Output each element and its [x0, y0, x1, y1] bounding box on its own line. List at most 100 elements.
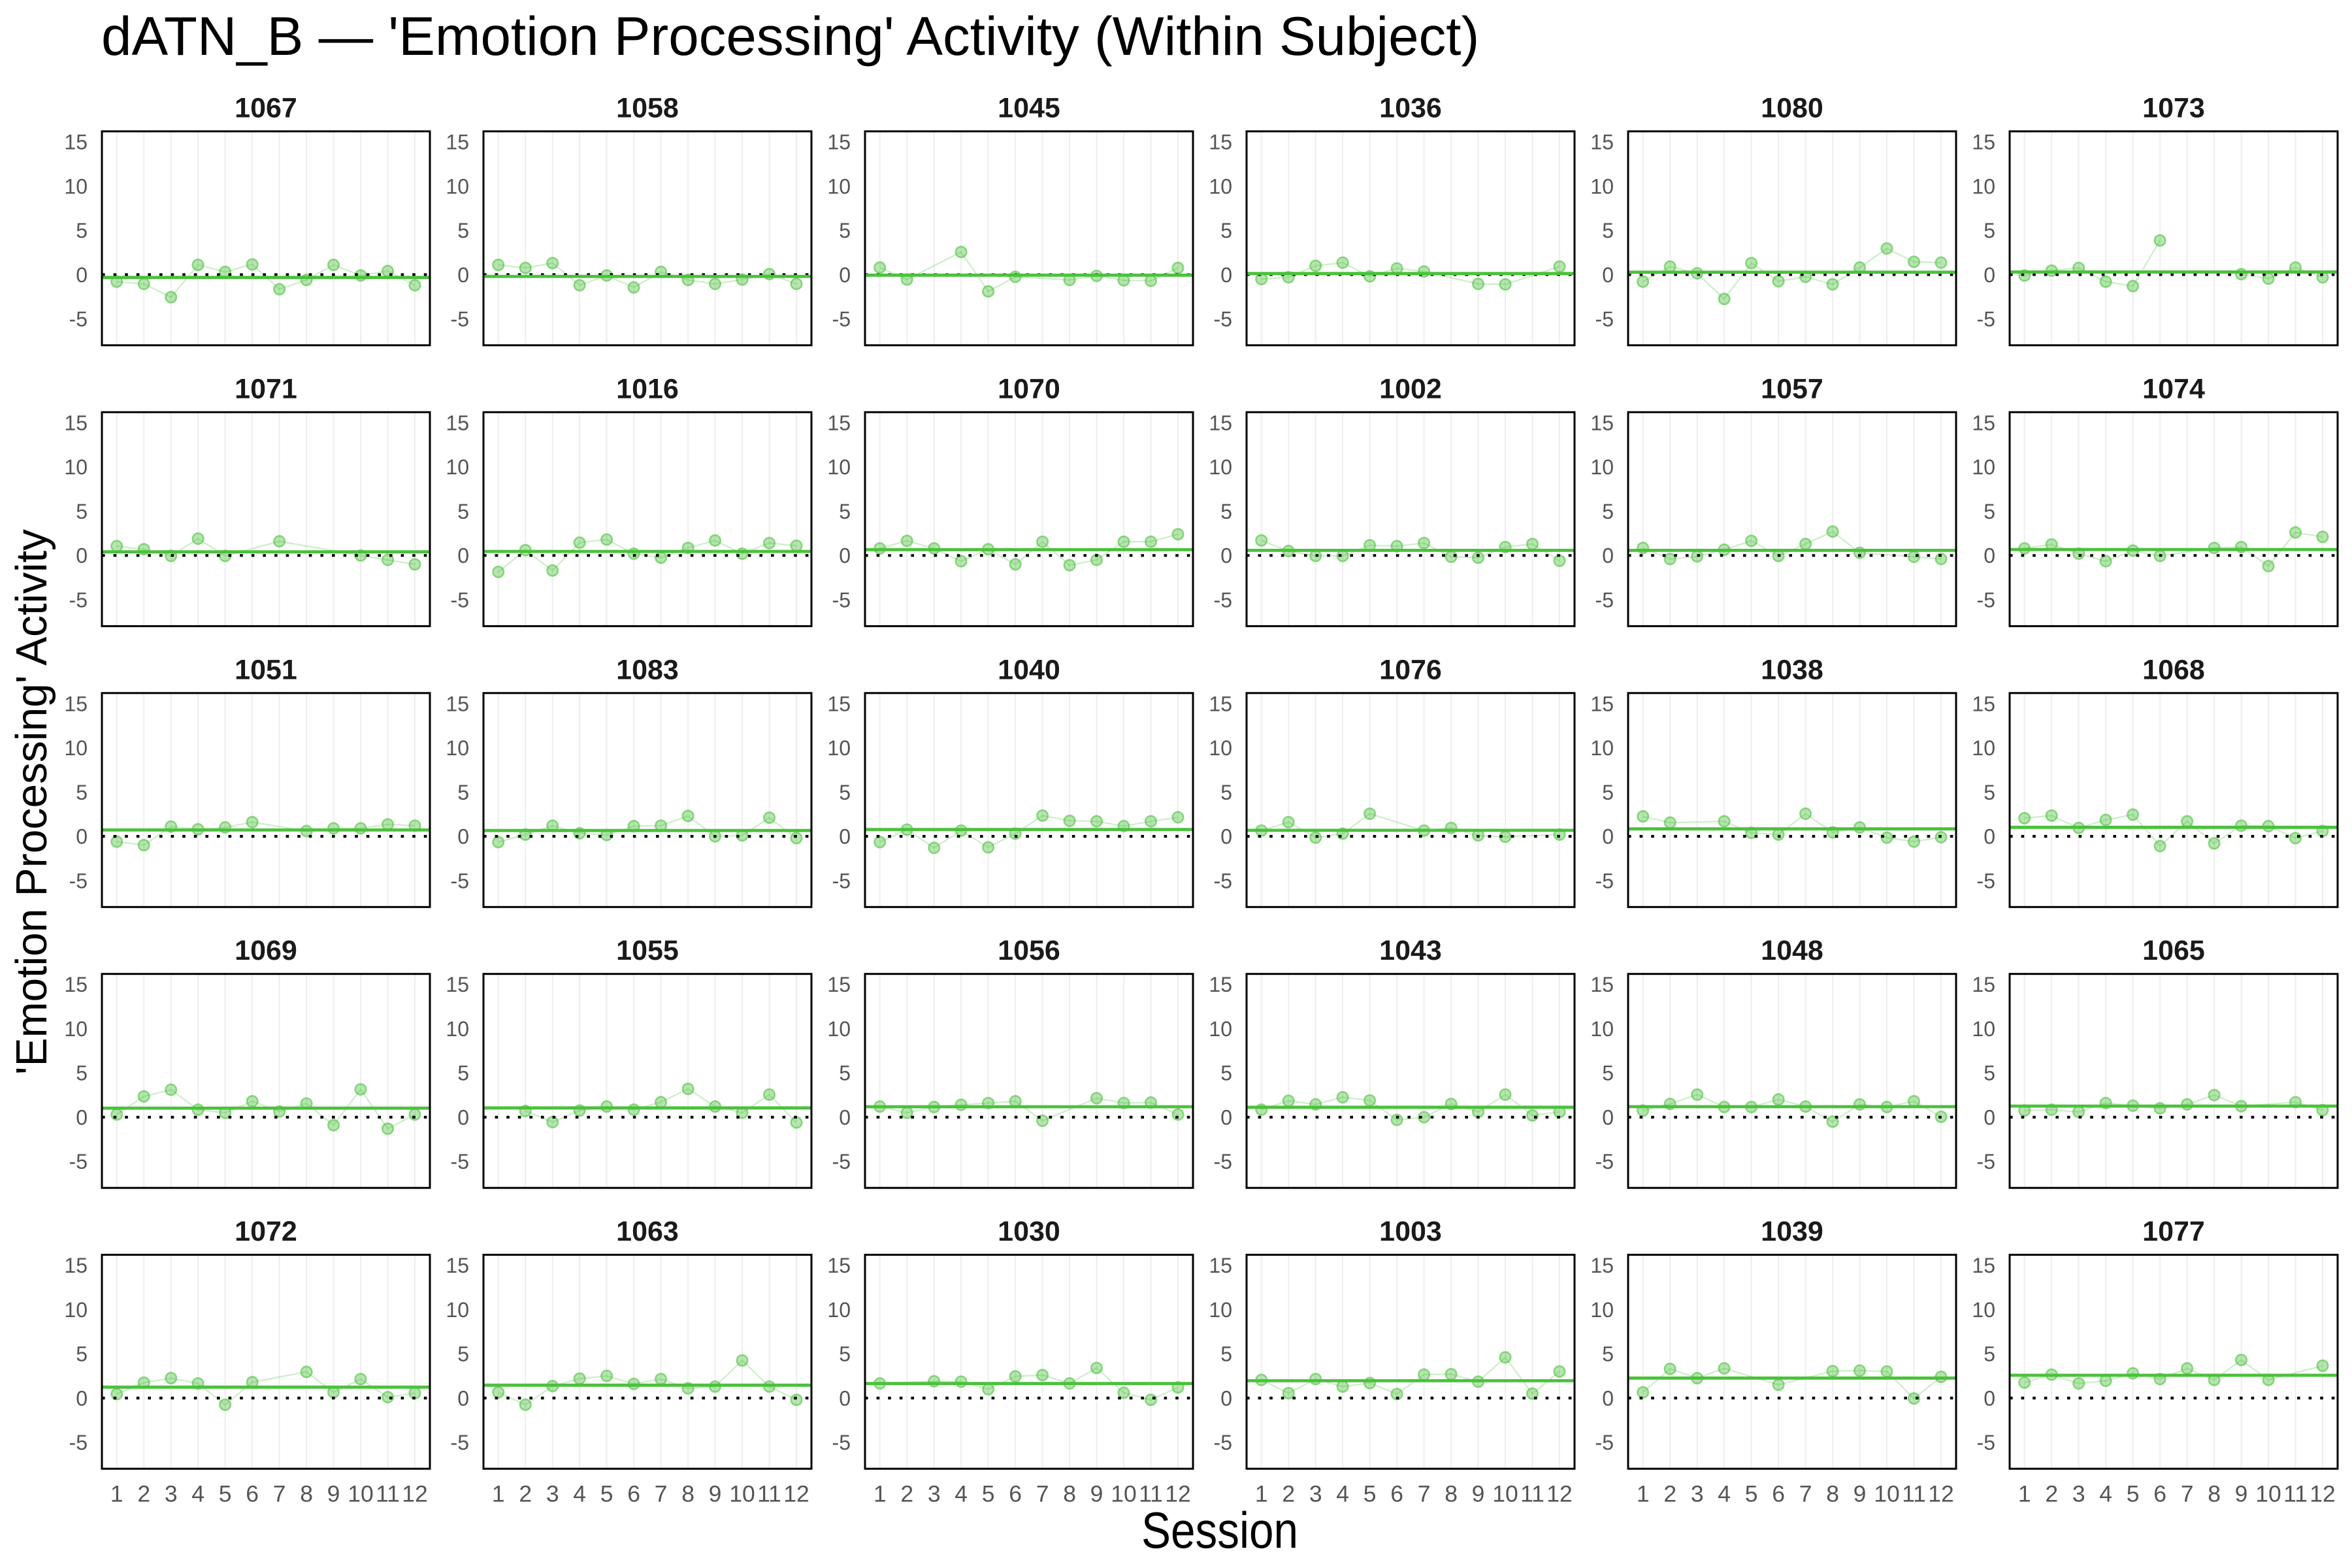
- svg-text:0: 0: [1220, 825, 1232, 849]
- svg-text:0: 0: [76, 825, 88, 849]
- svg-text:1003: 1003: [1379, 1216, 1442, 1247]
- svg-text:-5: -5: [1214, 1150, 1232, 1173]
- svg-text:0: 0: [1984, 544, 1995, 568]
- svg-text:15: 15: [446, 412, 469, 435]
- svg-text:-5: -5: [69, 1150, 88, 1173]
- svg-text:8: 8: [681, 1481, 694, 1507]
- svg-text:15: 15: [1590, 973, 1614, 996]
- svg-text:10: 10: [1972, 1298, 1995, 1322]
- svg-text:5: 5: [2127, 1481, 2140, 1507]
- svg-text:15: 15: [827, 692, 851, 715]
- svg-text:-5: -5: [832, 869, 851, 892]
- svg-text:5: 5: [76, 219, 88, 242]
- svg-text:11: 11: [1520, 1481, 1544, 1507]
- svg-text:10: 10: [1874, 1481, 1900, 1507]
- svg-text:12: 12: [2310, 1481, 2336, 1507]
- svg-text:10: 10: [1590, 1017, 1614, 1041]
- svg-text:9: 9: [1472, 1481, 1485, 1507]
- svg-text:10: 10: [1492, 1481, 1518, 1507]
- svg-text:0: 0: [76, 1106, 88, 1130]
- svg-text:3: 3: [1691, 1481, 1704, 1507]
- svg-text:4: 4: [1718, 1481, 1731, 1507]
- svg-text:0: 0: [839, 263, 851, 287]
- svg-text:5: 5: [457, 781, 469, 804]
- svg-text:0: 0: [1602, 1106, 1614, 1130]
- svg-text:10: 10: [1590, 455, 1614, 479]
- svg-text:1077: 1077: [2142, 1216, 2205, 1247]
- svg-text:8: 8: [1063, 1481, 1076, 1507]
- svg-text:3: 3: [165, 1481, 178, 1507]
- svg-text:15: 15: [1972, 1254, 1995, 1277]
- svg-text:5: 5: [457, 500, 469, 523]
- svg-text:5: 5: [1984, 1343, 1995, 1366]
- svg-text:15: 15: [827, 973, 851, 996]
- svg-text:15: 15: [446, 973, 469, 996]
- svg-text:10: 10: [2255, 1481, 2281, 1507]
- svg-text:0: 0: [1602, 544, 1614, 568]
- svg-text:0: 0: [457, 263, 469, 287]
- svg-text:10: 10: [64, 1298, 88, 1322]
- svg-text:15: 15: [1590, 692, 1614, 715]
- svg-text:1036: 1036: [1379, 93, 1442, 124]
- svg-text:1056: 1056: [998, 935, 1060, 966]
- svg-text:7: 7: [1799, 1481, 1812, 1507]
- svg-text:5: 5: [982, 1481, 995, 1507]
- svg-text:-5: -5: [69, 589, 88, 612]
- svg-text:2: 2: [2045, 1481, 2058, 1507]
- svg-text:2: 2: [519, 1481, 532, 1507]
- svg-text:5: 5: [839, 781, 851, 804]
- svg-text:10: 10: [1209, 1298, 1232, 1322]
- svg-text:15: 15: [1209, 692, 1232, 715]
- svg-text:10: 10: [348, 1481, 374, 1507]
- svg-text:15: 15: [1972, 692, 1995, 715]
- svg-text:0: 0: [76, 1386, 88, 1410]
- svg-text:1043: 1043: [1379, 935, 1442, 966]
- svg-text:0: 0: [839, 1386, 851, 1410]
- svg-text:dATN_B — 'Emotion Processing': dATN_B — 'Emotion Processing' Activity (…: [101, 5, 1479, 67]
- svg-text:10: 10: [64, 1017, 88, 1041]
- svg-text:1065: 1065: [2142, 935, 2205, 966]
- svg-text:11: 11: [757, 1481, 781, 1507]
- svg-text:8: 8: [300, 1481, 313, 1507]
- svg-text:3: 3: [2072, 1481, 2085, 1507]
- svg-text:7: 7: [1036, 1481, 1049, 1507]
- svg-text:-5: -5: [1595, 869, 1614, 892]
- svg-text:0: 0: [1220, 263, 1232, 287]
- svg-text:15: 15: [64, 692, 88, 715]
- svg-text:Session: Session: [1141, 1501, 1298, 1559]
- svg-text:-5: -5: [1977, 308, 1995, 331]
- svg-text:-5: -5: [832, 1431, 851, 1454]
- svg-text:1038: 1038: [1761, 654, 1823, 685]
- svg-text:1039: 1039: [1761, 1216, 1823, 1247]
- svg-text:7: 7: [655, 1481, 668, 1507]
- svg-text:2: 2: [1282, 1481, 1295, 1507]
- svg-text:1: 1: [874, 1481, 887, 1507]
- svg-text:0: 0: [1984, 1106, 1995, 1130]
- svg-text:-5: -5: [451, 308, 469, 331]
- svg-text:15: 15: [446, 1254, 469, 1277]
- svg-text:9: 9: [709, 1481, 722, 1507]
- svg-text:10: 10: [64, 455, 88, 479]
- svg-text:3: 3: [928, 1481, 941, 1507]
- svg-text:-5: -5: [1977, 589, 1995, 612]
- svg-text:4: 4: [1336, 1481, 1349, 1507]
- svg-text:15: 15: [827, 131, 851, 154]
- svg-text:9: 9: [1854, 1481, 1867, 1507]
- svg-text:5: 5: [1364, 1481, 1377, 1507]
- svg-text:5: 5: [839, 1062, 851, 1085]
- svg-text:-5: -5: [1214, 869, 1232, 892]
- svg-text:10: 10: [446, 1298, 469, 1322]
- svg-text:5: 5: [1220, 1062, 1232, 1085]
- svg-text:4: 4: [573, 1481, 586, 1507]
- svg-text:0: 0: [839, 825, 851, 849]
- svg-text:10: 10: [827, 174, 851, 198]
- svg-text:15: 15: [64, 973, 88, 996]
- svg-text:5: 5: [1602, 219, 1614, 242]
- svg-text:12: 12: [1928, 1481, 1954, 1507]
- svg-text:8: 8: [2208, 1481, 2221, 1507]
- svg-text:5: 5: [1745, 1481, 1758, 1507]
- svg-text:10: 10: [729, 1481, 755, 1507]
- svg-text:10: 10: [1972, 1017, 1995, 1041]
- svg-text:6: 6: [2153, 1481, 2166, 1507]
- svg-text:1: 1: [110, 1481, 123, 1507]
